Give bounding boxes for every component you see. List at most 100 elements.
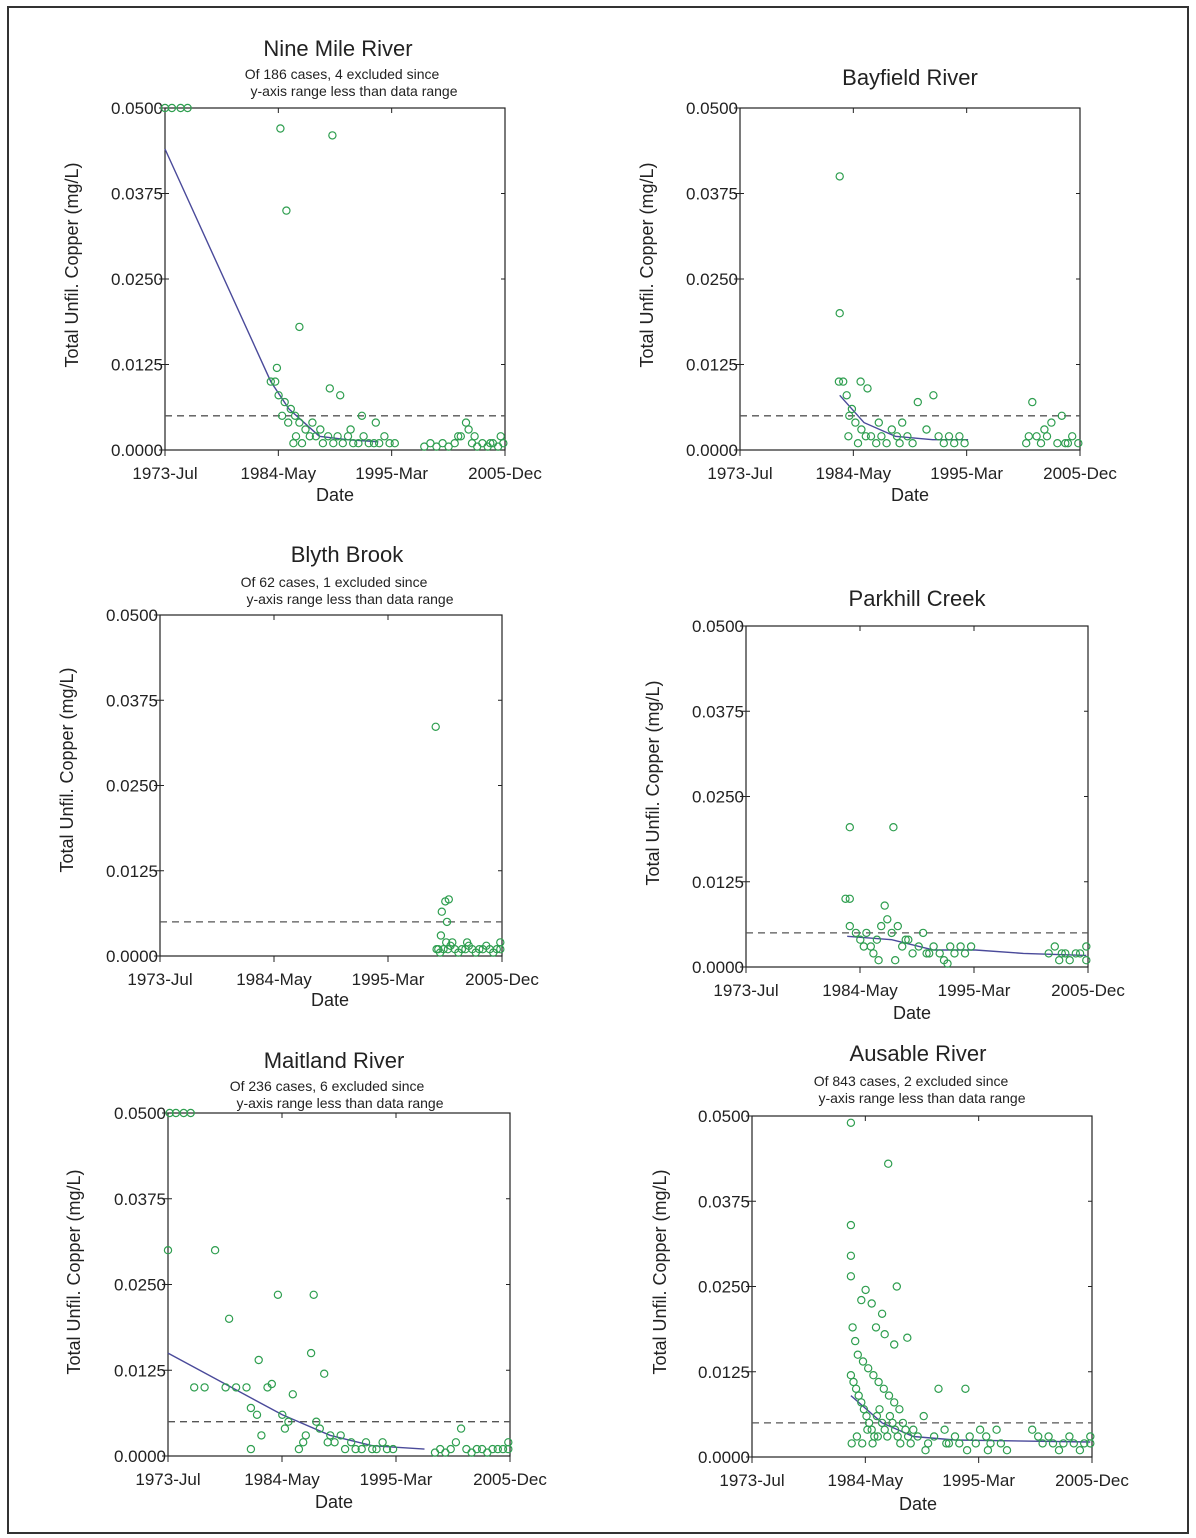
panel-ausable-river: Ausable River Of 843 cases, 2 excluded s… — [650, 1041, 1129, 1514]
y-tick-label: 0.0125 — [686, 356, 738, 375]
data-point — [442, 917, 452, 927]
data-point — [906, 1439, 915, 1448]
data-point — [354, 439, 363, 448]
data-point — [242, 1383, 251, 1392]
data-point — [210, 1245, 220, 1255]
x-tick-label: 1973-Jul — [127, 970, 192, 989]
data-point — [189, 1383, 199, 1392]
data-point — [883, 1432, 892, 1441]
x-tick-label: 1973-Jul — [713, 981, 778, 1000]
data-point — [1038, 1439, 1047, 1448]
y-tick-label: 0.0125 — [698, 1363, 750, 1382]
data-point — [965, 1432, 974, 1441]
data-point — [862, 928, 871, 938]
x-tick-label: 1973-Jul — [707, 464, 772, 483]
y-tick-label: 0.0125 — [111, 356, 163, 375]
chart-note-line-1: Of 62 cases, 1 excluded since — [241, 574, 428, 590]
data-point — [887, 928, 896, 938]
data-point — [842, 391, 851, 400]
data-point — [284, 418, 293, 427]
data-point — [955, 1439, 964, 1448]
data-point — [858, 1357, 868, 1366]
data-point — [306, 1348, 316, 1358]
data-point — [266, 377, 275, 386]
data-point — [318, 439, 328, 448]
data-point — [267, 1379, 276, 1389]
data-point — [846, 1118, 856, 1128]
x-axis-label: Date — [891, 485, 929, 505]
data-point — [493, 1444, 502, 1454]
data-point — [470, 432, 479, 441]
data-point — [357, 1444, 366, 1454]
panel-parkhill-creek: Parkhill Creek Total Unfil. Copper (mg/L… — [643, 586, 1125, 1023]
data-point — [301, 1431, 310, 1440]
data-point — [257, 1431, 266, 1440]
data-point — [839, 377, 848, 386]
data-point — [874, 1377, 883, 1387]
data-point — [338, 439, 347, 448]
data-point — [1074, 439, 1083, 448]
data-point — [254, 1355, 263, 1365]
x-tick-label: 2005-Dec — [465, 970, 539, 989]
x-tick-label: 1995-Mar — [930, 464, 1003, 483]
data-point — [874, 418, 884, 427]
data-point — [246, 1403, 256, 1413]
data-point — [861, 432, 871, 441]
data-point — [252, 1410, 262, 1420]
data-point — [498, 1444, 508, 1454]
data-point — [872, 935, 882, 944]
data-point — [1047, 418, 1056, 427]
data-point — [1061, 949, 1070, 958]
data-point — [895, 439, 904, 448]
data-point — [868, 1439, 877, 1448]
chart-title: Parkhill Creek — [849, 586, 987, 611]
panel-nine-mile-river: Nine Mile River Of 186 cases, 4 excluded… — [62, 36, 542, 505]
data-point — [1071, 949, 1081, 958]
data-point — [893, 921, 903, 931]
data-point — [1027, 1425, 1037, 1434]
y-tick-label: 0.0375 — [686, 185, 738, 204]
data-point — [385, 439, 394, 448]
data-point — [913, 397, 923, 407]
data-point — [861, 1285, 870, 1295]
data-point — [1033, 1432, 1043, 1441]
data-point — [329, 439, 338, 448]
data-point — [1059, 1439, 1068, 1448]
x-tick-label: 1984-May — [822, 981, 898, 1000]
data-point — [504, 1438, 513, 1447]
data-point — [866, 432, 876, 441]
data-point — [371, 418, 380, 427]
data-point — [432, 442, 441, 451]
data-point — [903, 432, 912, 441]
y-tick-label: 0.0250 — [698, 1278, 750, 1297]
y-tick-label: 0.0375 — [106, 691, 158, 710]
data-point — [863, 384, 872, 393]
data-point — [877, 1309, 887, 1319]
data-point — [890, 1340, 899, 1349]
y-tick-label: 0.0500 — [692, 617, 744, 636]
data-point — [276, 124, 285, 133]
data-point — [893, 1432, 902, 1441]
data-point — [1002, 1445, 1012, 1455]
data-point — [308, 418, 317, 427]
data-point — [444, 442, 453, 451]
chart-note-line-2: y-axis range less than data range — [246, 591, 453, 607]
data-point — [274, 391, 283, 400]
data-point — [895, 1405, 904, 1414]
data-point — [863, 1425, 872, 1434]
data-point — [882, 439, 891, 448]
y-tick-label: 0.0125 — [692, 873, 744, 892]
data-point — [857, 425, 866, 434]
x-tick-label: 1995-Mar — [942, 1471, 1015, 1490]
data-point — [294, 1444, 304, 1454]
data-point — [1044, 1432, 1053, 1441]
panel-blyth-brook: Blyth Brook Of 62 cases, 1 excluded sinc… — [57, 542, 539, 1010]
data-point — [297, 439, 307, 448]
y-tick-label: 0.0125 — [106, 862, 158, 881]
data-point — [347, 1438, 356, 1447]
data-point — [887, 425, 897, 434]
y-axis-label: Total Unfil. Copper (mg/L) — [637, 162, 657, 367]
data-point — [864, 1364, 873, 1373]
data-point — [273, 1290, 283, 1300]
data-point — [1065, 956, 1074, 965]
